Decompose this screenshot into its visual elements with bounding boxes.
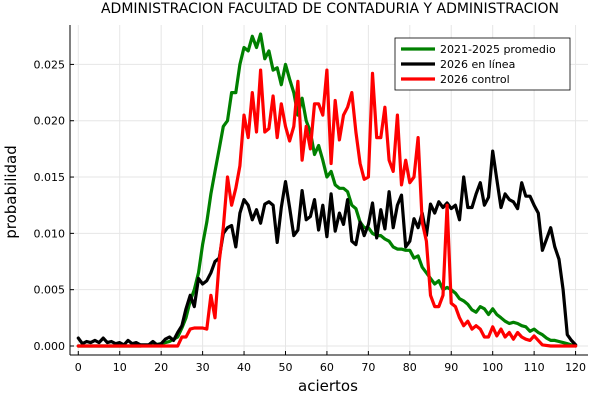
legend-label-1: 2026 en línea	[440, 58, 515, 71]
series-line-1	[76, 149, 578, 347]
y-tick-label: 0.020	[34, 115, 66, 128]
x-tick-label: 40	[237, 361, 251, 374]
series-layer	[76, 32, 578, 348]
x-tick-label: 0	[75, 361, 82, 374]
x-tick-label: 70	[361, 361, 375, 374]
y-tick-label: 0.005	[34, 284, 66, 297]
x-tick-label: 120	[565, 361, 586, 374]
legend-label-2: 2026 control	[440, 73, 510, 86]
x-tick-label: 30	[196, 361, 210, 374]
legend-label-0: 2021-2025 promedio	[440, 43, 556, 56]
y-tick-label: 0.010	[34, 227, 66, 240]
y-tick-label: 0.025	[34, 58, 66, 71]
x-axis-title: aciertos	[298, 377, 358, 395]
y-ticks: 0.000 0.005 0.010 0.015 0.020 0.025	[34, 58, 74, 353]
x-tick-label: 10	[113, 361, 127, 374]
plot-frame	[69, 25, 588, 356]
x-tick-label: 20	[154, 361, 168, 374]
x-tick-label: 90	[444, 361, 458, 374]
legend: 2021-2025 promedio 2026 en línea 2026 cont…	[394, 37, 571, 91]
x-tick-label: 80	[403, 361, 417, 374]
series-line-2	[76, 68, 578, 348]
x-tick-label: 110	[524, 361, 545, 374]
chart-title: ADMINISTRACION FACULTAD DE CONTADURIA Y …	[101, 1, 559, 17]
y-axis-title: probabilidad	[2, 145, 20, 239]
x-tick-label: 50	[278, 361, 292, 374]
y-tick-label: 0.015	[34, 171, 66, 184]
y-tick-label: 0.000	[34, 340, 66, 353]
x-tick-label: 100	[482, 361, 503, 374]
x-ticks: 0 10 20 30 40 50 60 70 80 90 100 110 120	[75, 351, 586, 374]
x-tick-label: 60	[320, 361, 334, 374]
